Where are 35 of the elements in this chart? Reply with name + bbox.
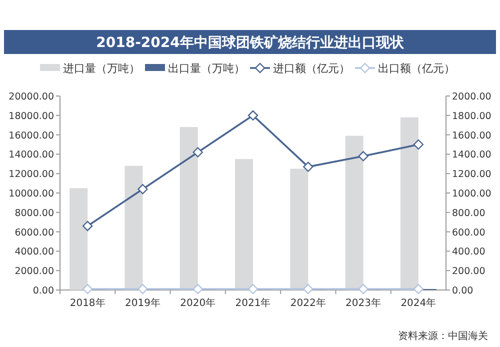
y2-tick-label: 200.00 [452, 266, 486, 278]
y2-tick-label: 0.00 [452, 286, 474, 296]
y-tick-label: 2000.00 [14, 266, 54, 278]
legend-label: 进口额（亿元） [273, 62, 350, 75]
x-tick-label: 2021年 [235, 297, 271, 309]
y-tick-label: 4000.00 [14, 246, 54, 258]
y2-tick-label: 1000.00 [452, 188, 492, 200]
legend-label: 出口量（万吨） [168, 62, 245, 75]
y2-tick-label: 2000.00 [452, 92, 492, 102]
y-tick-label: 6000.00 [14, 227, 54, 238]
y2-tick-label: 800.00 [452, 208, 486, 219]
text: 资料来源：中国海关 [398, 330, 488, 342]
y2-tick-label: 400.00 [452, 246, 486, 258]
y-tick-label: 18000.00 [8, 110, 54, 122]
x-tick-label: 2018年 [70, 297, 106, 309]
legend-label: 出口额（亿元） [378, 62, 455, 75]
chart-title: 2018-2024年中国球团铁矿烧结行业进出口现状 [96, 34, 405, 51]
legend-label: 进口量（万吨） [63, 62, 140, 75]
x-tick-label: 2019年 [124, 297, 160, 309]
y-tick-label: 16000.00 [8, 130, 54, 142]
x-tick-label: 2024年 [400, 297, 436, 309]
x-tick-label: 2022年 [290, 297, 326, 309]
y2-tick-label: 1200.00 [452, 169, 492, 180]
y-tick-label: 10000.00 [8, 188, 54, 200]
y-tick-label: 0.00 [32, 286, 54, 296]
y-tick-label: 8000.00 [14, 208, 54, 219]
x-tick-label: 2023年 [346, 297, 382, 309]
y-tick-label: 12000.00 [8, 169, 54, 180]
y2-tick-label: 1600.00 [452, 130, 492, 142]
y2-tick-label: 600.00 [452, 227, 486, 238]
y2-tick-label: 1800.00 [452, 110, 492, 122]
x-tick-label: 2020年 [180, 297, 216, 309]
y-tick-label: 14000.00 [8, 150, 54, 161]
y2-tick-label: 1400.00 [452, 150, 492, 161]
y-tick-label: 20000.00 [8, 92, 54, 102]
